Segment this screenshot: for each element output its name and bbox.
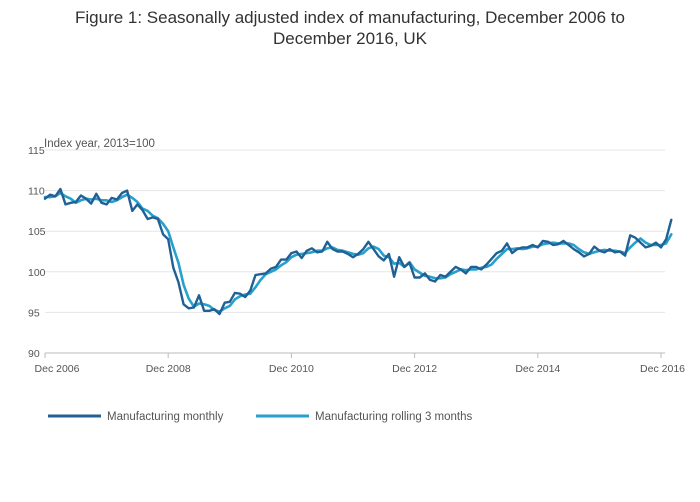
x-tick-label: Dec 2012 <box>392 363 437 375</box>
y-tick-label: 90 <box>28 348 40 360</box>
x-tick-label: Dec 2008 <box>146 363 191 375</box>
series-line-monthly <box>43 187 673 316</box>
x-tick-label: Dec 2006 <box>35 363 80 375</box>
x-tick-label: Dec 2014 <box>515 363 560 375</box>
y-tick-label: 100 <box>28 267 46 279</box>
x-tick-labels: Dec 2006 Dec 2008 Dec 2010 Dec 2012 Dec 2014… <box>35 353 685 375</box>
y-axis-label: Index year, 2013=100 <box>44 138 155 150</box>
y-tick-label: 115 <box>28 145 45 157</box>
y-tick-label: 105 <box>28 226 46 238</box>
y-tick-label: 95 <box>28 307 40 319</box>
legend: Manufacturing monthly Manufacturing roll… <box>48 411 472 423</box>
series-lines <box>43 187 673 316</box>
x-tick-label: Dec 2010 <box>269 363 314 375</box>
legend-label-monthly: Manufacturing monthly <box>107 411 224 423</box>
gridlines <box>45 149 665 354</box>
y-tick-label: 110 <box>28 186 45 198</box>
chart-title-line-1: Figure 1: Seasonally adjusted index of m… <box>75 8 625 27</box>
x-tick-label: Dec 2016 <box>640 363 685 375</box>
y-tick-labels: 90 95 100 105 110 115 <box>28 145 46 360</box>
chart-title-line-2: December 2016, UK <box>273 29 428 48</box>
legend-label-rolling: Manufacturing rolling 3 months <box>315 411 472 423</box>
